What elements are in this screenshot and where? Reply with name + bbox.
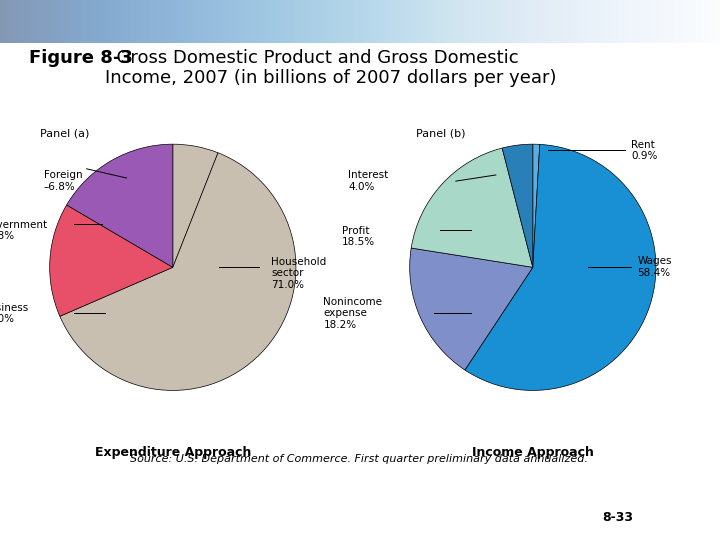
Text: 8-33: 8-33 <box>603 511 634 524</box>
Wedge shape <box>465 144 656 390</box>
Text: Profit
18.5%: Profit 18.5% <box>342 226 375 247</box>
Wedge shape <box>502 144 533 267</box>
Text: Interest
4.0%: Interest 4.0% <box>348 170 388 192</box>
Wedge shape <box>533 144 540 267</box>
Text: Government
18.8%: Government 18.8% <box>0 220 47 241</box>
Text: Panel (a): Panel (a) <box>40 129 90 139</box>
Wedge shape <box>410 248 533 370</box>
Text: Wages
58.4%: Wages 58.4% <box>637 256 672 278</box>
Text: Income Approach: Income Approach <box>472 446 594 459</box>
Wedge shape <box>67 144 173 267</box>
Text: Business
17.0%: Business 17.0% <box>0 302 28 324</box>
Wedge shape <box>60 153 296 390</box>
Text: Panel (b): Panel (b) <box>415 129 465 139</box>
Text: Foreign
–6.8%: Foreign –6.8% <box>43 170 82 192</box>
Wedge shape <box>50 205 173 316</box>
Text: Expenditure Approach: Expenditure Approach <box>94 446 251 459</box>
Text: Source: U.S. Department of Commerce. First quarter preliminary data annualized.: Source: U.S. Department of Commerce. Fir… <box>130 454 588 464</box>
Text: Gross Domestic Product and Gross Domestic
Income, 2007 (in billions of 2007 doll: Gross Domestic Product and Gross Domesti… <box>105 49 557 87</box>
Text: Household
sector
71.0%: Household sector 71.0% <box>271 257 327 290</box>
Text: Figure 8-3: Figure 8-3 <box>29 49 132 66</box>
Wedge shape <box>173 144 218 267</box>
Text: Rent
0.9%: Rent 0.9% <box>631 139 657 161</box>
Wedge shape <box>411 148 533 267</box>
Text: Nonincome
expense
18.2%: Nonincome expense 18.2% <box>323 297 382 330</box>
